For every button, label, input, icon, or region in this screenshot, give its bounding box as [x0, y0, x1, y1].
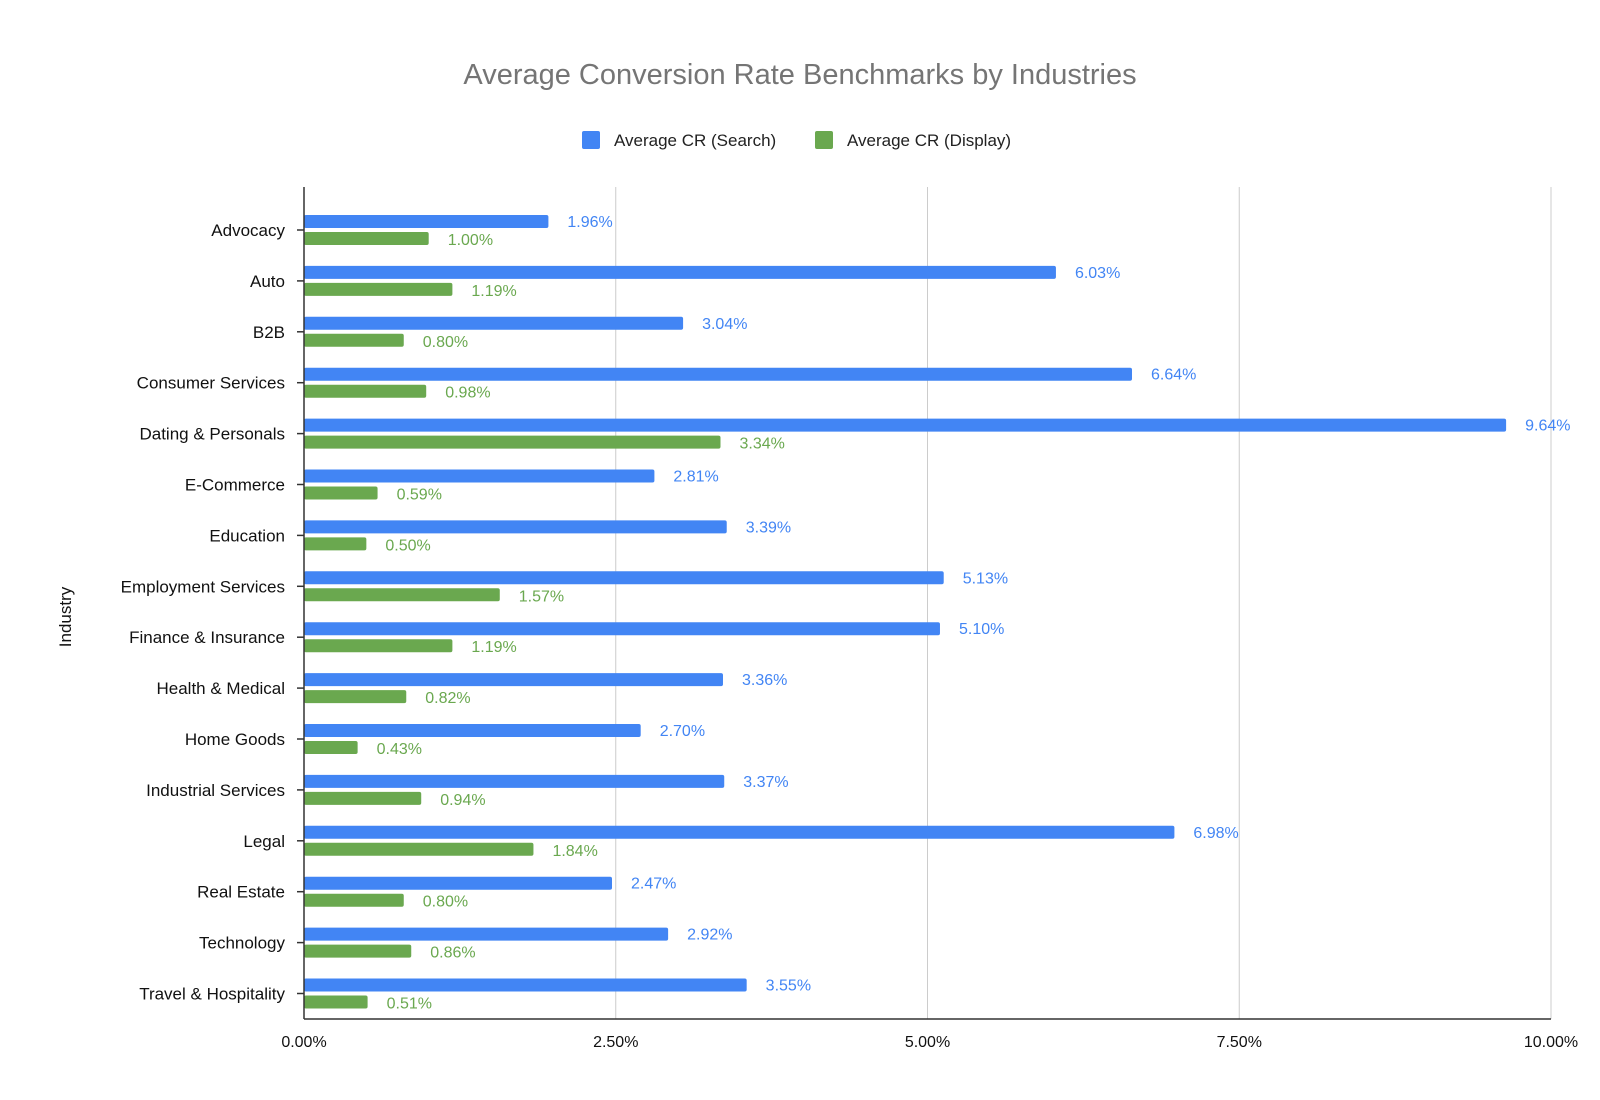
bar-search: [304, 876, 613, 890]
bar-display: [304, 384, 427, 398]
bars-group: [304, 215, 1507, 1009]
category-label: Education: [209, 526, 285, 545]
bar-display: [304, 537, 367, 551]
bar-search: [304, 774, 725, 788]
bar-search: [304, 215, 549, 228]
x-tick-label: 5.00%: [905, 1034, 950, 1051]
category-label: Dating & Personals: [139, 425, 285, 444]
y-axis-title: Industry: [56, 586, 75, 647]
bar-search: [304, 316, 684, 330]
bar-search: [304, 724, 641, 737]
bar-search: [304, 622, 940, 636]
data-label-display: 1.00%: [448, 232, 493, 249]
data-label-display: 0.50%: [385, 537, 430, 554]
data-label-display: 0.59%: [397, 487, 442, 504]
data-label-display: 0.80%: [423, 334, 468, 351]
bar-display: [304, 893, 404, 907]
category-label: Health & Medical: [156, 679, 285, 698]
data-label-search: 5.13%: [963, 570, 1008, 587]
bar-display: [304, 995, 368, 1009]
data-label-display: 3.34%: [739, 436, 784, 453]
data-label-search: 2.70%: [660, 723, 705, 740]
bar-display: [304, 232, 429, 245]
category-label: Advocacy: [211, 221, 285, 240]
bar-search: [304, 571, 944, 585]
bar-search: [304, 978, 747, 992]
data-label-search: 6.03%: [1075, 265, 1120, 282]
bar-display: [304, 588, 500, 602]
data-label-display: 1.57%: [519, 588, 564, 605]
data-label-search: 5.10%: [959, 621, 1004, 638]
legend-label: Average CR (Search): [614, 131, 776, 150]
data-label-search: 2.47%: [631, 876, 676, 893]
x-tick-label: 7.50%: [1217, 1034, 1262, 1051]
axes: [297, 187, 1551, 1020]
bar-display: [304, 741, 358, 754]
category-label: Employment Services: [121, 577, 285, 596]
bar-display: [304, 435, 721, 449]
bar-display: [304, 486, 378, 500]
category-label: Consumer Services: [137, 374, 285, 393]
chart-title: Average Conversion Rate Benchmarks by In…: [463, 59, 1136, 91]
grid-lines: [615, 187, 1552, 1019]
data-label-display: 1.84%: [552, 843, 597, 860]
bar-search: [304, 367, 1133, 381]
data-label-search: 9.64%: [1525, 418, 1570, 435]
x-tick-label: 2.50%: [593, 1034, 638, 1051]
data-label-search: 1.96%: [567, 214, 612, 231]
data-label-search: 3.39%: [746, 519, 791, 536]
x-tick-label: 10.00%: [1524, 1034, 1578, 1051]
category-label: Industrial Services: [146, 781, 285, 800]
category-label: B2B: [253, 323, 285, 342]
data-label-display: 0.51%: [387, 996, 432, 1013]
category-label: E-Commerce: [185, 476, 285, 495]
bar-display: [304, 944, 412, 958]
data-label-display: 1.19%: [471, 283, 516, 300]
legend-label: Average CR (Display): [847, 131, 1011, 150]
category-label: Auto: [250, 272, 285, 291]
data-label-display: 0.43%: [377, 741, 422, 758]
legend-swatch: [815, 131, 833, 149]
data-label-search: 6.98%: [1193, 825, 1238, 842]
category-label: Legal: [243, 832, 285, 851]
data-label-display: 1.19%: [471, 639, 516, 656]
category-label: Travel & Hospitality: [139, 985, 285, 1004]
data-label-search: 2.92%: [687, 927, 732, 944]
bar-search: [304, 418, 1507, 432]
category-label: Real Estate: [197, 883, 285, 902]
data-label-display: 0.80%: [423, 894, 468, 911]
bar-search: [304, 520, 727, 534]
data-label-search: 3.04%: [702, 316, 747, 333]
data-label-display: 0.98%: [445, 385, 490, 402]
legend: Average CR (Search) Average CR (Display): [582, 131, 1011, 150]
category-label: Technology: [199, 934, 286, 953]
data-label-display: 0.86%: [430, 945, 475, 962]
legend-swatch: [582, 131, 600, 149]
bar-search: [304, 673, 723, 687]
bar-search: [304, 927, 669, 941]
labels-group: 0.00% 2.50% 5.00% 7.50% 10.00% Advocacy 1.96% 1…: [121, 214, 1579, 1051]
data-label-search: 6.64%: [1151, 367, 1196, 384]
bar-display: [304, 333, 404, 347]
data-label-display: 0.94%: [440, 792, 485, 809]
bar-display: [304, 791, 422, 805]
bar-search: [304, 469, 655, 483]
data-label-search: 3.55%: [766, 978, 811, 995]
data-label-display: 0.82%: [425, 690, 470, 707]
category-label: Finance & Insurance: [129, 628, 285, 647]
category-label: Home Goods: [185, 730, 285, 749]
bar-display: [304, 842, 534, 856]
bar-search: [304, 825, 1175, 839]
data-label-search: 3.37%: [743, 774, 788, 791]
bar-display: [304, 690, 407, 704]
bar-display: [304, 282, 453, 296]
data-label-search: 3.36%: [742, 672, 787, 689]
x-tick-label: 0.00%: [281, 1034, 326, 1051]
data-label-search: 2.81%: [673, 469, 718, 486]
bar-search: [304, 265, 1056, 279]
bar-display: [304, 639, 453, 653]
